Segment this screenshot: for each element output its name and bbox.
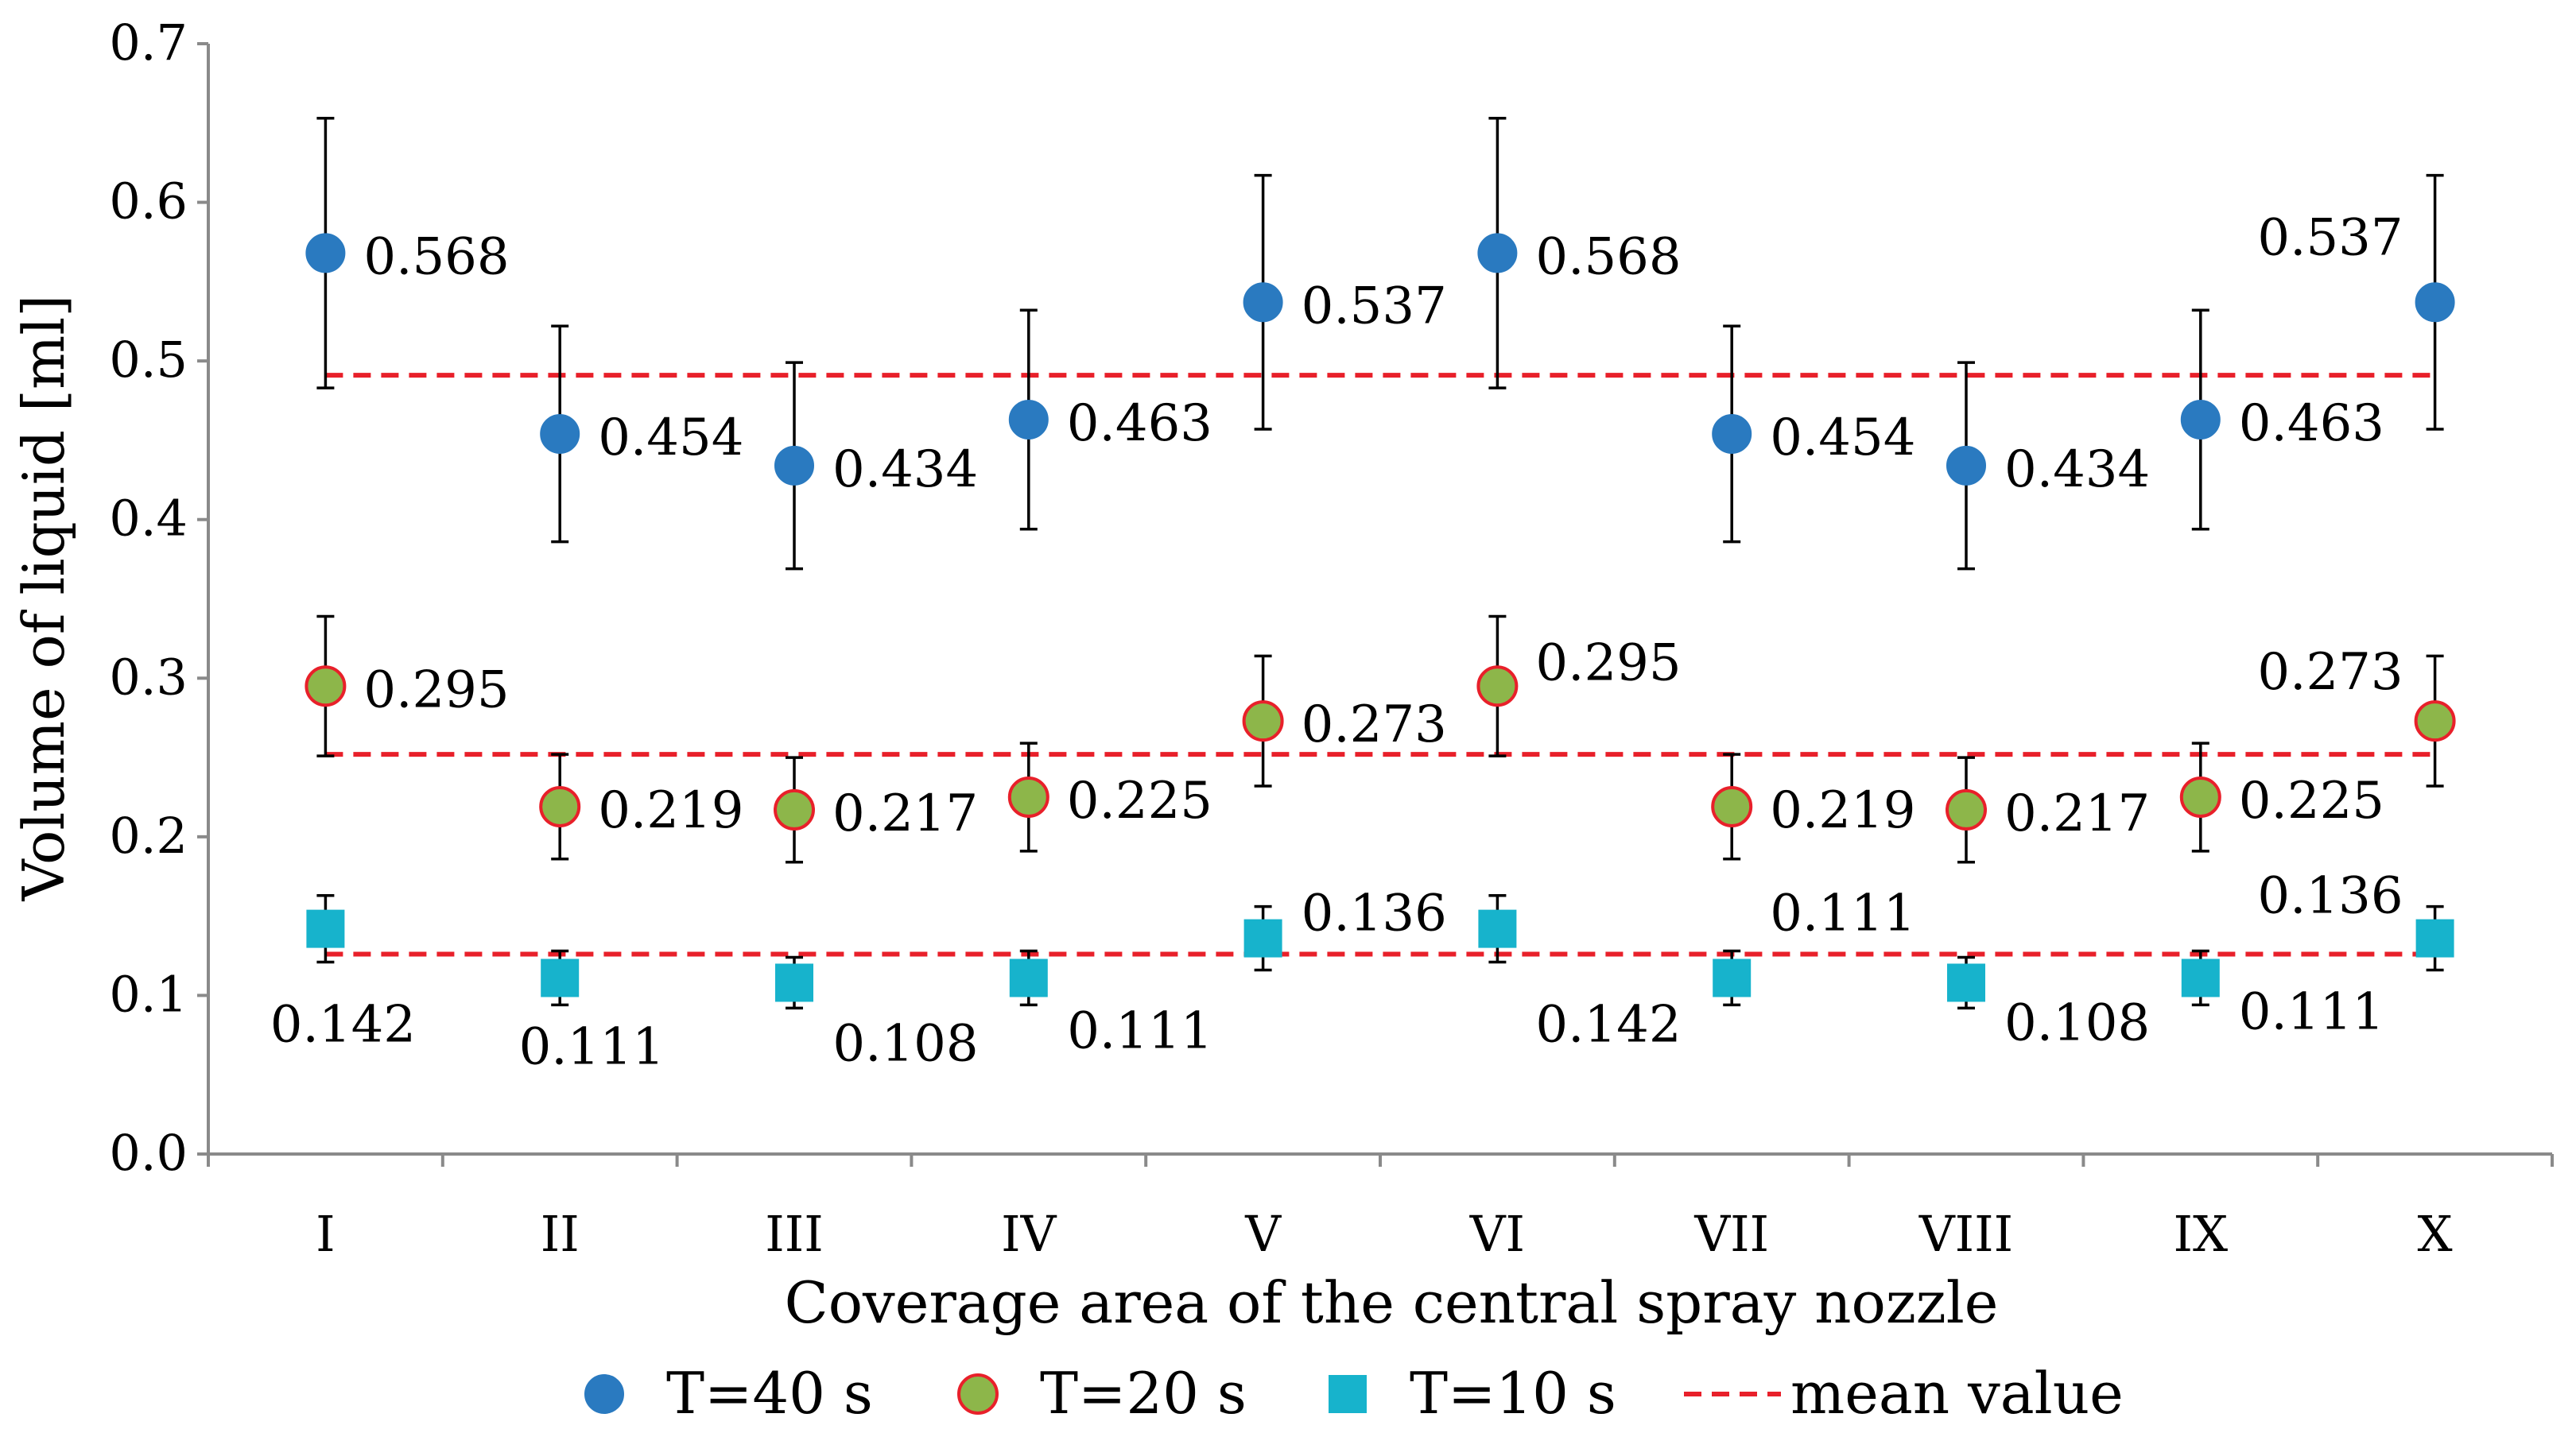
data-label: 0.537 [2257,208,2403,267]
data-label: 0.219 [1770,781,1915,840]
data-label: 0.454 [1770,409,1915,467]
data-label: 0.136 [1302,885,1447,943]
legend-marker [584,1374,624,1414]
data-label: 0.273 [1302,695,1447,754]
y-tick-label: 0.5 [109,331,188,389]
data-label: 0.225 [2239,772,2384,831]
data-point-t-40-s [540,413,580,454]
x-tick-label: I [316,1205,336,1263]
data-label: 0.273 [2257,643,2403,702]
data-label: 0.217 [832,784,978,843]
data-point-t-20-s [1476,665,1519,707]
x-tick-label: III [765,1205,823,1263]
error-bars-layer [316,117,2444,1010]
x-tick-label: VIII [1918,1205,2013,1263]
y-tick-label: 0.6 [109,172,188,230]
data-label: 0.434 [832,440,978,499]
legend-marker [1329,1375,1367,1413]
data-labels-layer: 0.568 0.454 0.434 0.463 0.537 0.568 0.454 0.434… [270,208,2403,1076]
data-label: 0.295 [363,660,509,719]
legend-label: T=10 s [1410,1360,1616,1427]
data-point-t-10-s [1243,919,1282,958]
x-tick-label: VI [1469,1205,1525,1263]
x-tick-label: V [1244,1205,1282,1263]
data-point-t-20-s [2179,776,2221,818]
y-tick-label: 0.1 [109,965,188,1023]
data-point-t-20-s [1242,700,1284,742]
data-point-t-20-s [1711,785,1753,827]
legend-marker [957,1373,999,1415]
data-point-t-10-s [1713,959,1752,997]
axes-layer: 0.00.10.20.30.40.50.60.7I II III IV V VI VII VI… [109,14,2554,1263]
data-point-t-10-s [2415,919,2454,958]
y-tick-label: 0.4 [109,490,188,548]
y-tick-label: 0.2 [109,807,188,865]
data-label: 0.111 [1770,884,1915,943]
data-label: 0.108 [832,1014,978,1073]
data-label: 0.108 [2004,993,2150,1052]
x-tick-label: IV [1001,1205,1057,1263]
data-label: 0.217 [2004,784,2150,843]
legend-label: T=40 s [666,1360,873,1427]
data-label: 0.111 [1067,1001,1212,1060]
x-tick-label: VII [1693,1205,1769,1263]
y-axis-title: Volume of liquid [ml] [10,295,77,902]
data-point-t-10-s [775,963,813,1002]
data-point-t-40-s [2180,399,2221,440]
data-point-t-40-s [774,445,814,486]
data-point-t-20-s [2414,700,2456,742]
mean-lines-layer [325,373,2435,957]
legend: T=40 s T=20 s T=10 s mean value [584,1360,2124,1427]
data-point-t-20-s [539,785,581,827]
data-label: 0.568 [363,227,509,286]
data-point-t-10-s [1478,909,1517,948]
x-tick-label: II [541,1205,580,1263]
data-point-t-40-s [1477,233,1518,273]
data-point-t-40-s [1712,413,1752,454]
data-point-t-10-s [2181,959,2220,997]
points-layer [305,233,2456,1002]
data-label: 0.142 [270,996,416,1055]
data-point-t-20-s [305,665,347,707]
data-point-t-10-s [306,909,345,948]
data-label: 0.454 [598,409,743,467]
x-axis-title: Coverage area of the central spray nozzl… [785,1269,1999,1336]
data-label: 0.463 [1067,394,1212,453]
data-label: 0.111 [519,1017,665,1076]
data-label: 0.219 [598,781,743,840]
data-point-t-40-s [1008,399,1049,440]
data-point-t-40-s [2415,282,2455,323]
x-tick-label: X [2418,1205,2453,1263]
x-tick-label: IX [2173,1205,2228,1263]
data-point-t-10-s [541,959,580,997]
data-label: 0.136 [2257,867,2403,926]
legend-label: T=20 s [1040,1360,1247,1427]
data-point-t-20-s [774,788,815,831]
data-point-t-10-s [1947,963,1985,1002]
data-label: 0.295 [1535,633,1681,692]
data-label: 0.142 [1535,996,1681,1055]
data-label: 0.111 [2239,982,2384,1041]
data-point-t-40-s [305,233,346,273]
data-point-t-20-s [1946,788,1987,831]
data-label: 0.537 [1302,277,1447,335]
legend-label: mean value [1790,1360,2124,1427]
y-tick-label: 0.0 [109,1124,188,1182]
data-label: 0.463 [2239,394,2384,453]
data-point-t-10-s [1009,959,1048,997]
data-label: 0.568 [1535,227,1681,286]
y-tick-label: 0.7 [109,14,188,72]
data-point-t-20-s [1007,776,1049,818]
data-point-t-40-s [1946,445,1986,486]
data-label: 0.434 [2004,440,2150,499]
data-point-t-40-s [1243,282,1283,323]
data-label: 0.225 [1067,772,1212,831]
y-tick-label: 0.3 [109,648,188,706]
